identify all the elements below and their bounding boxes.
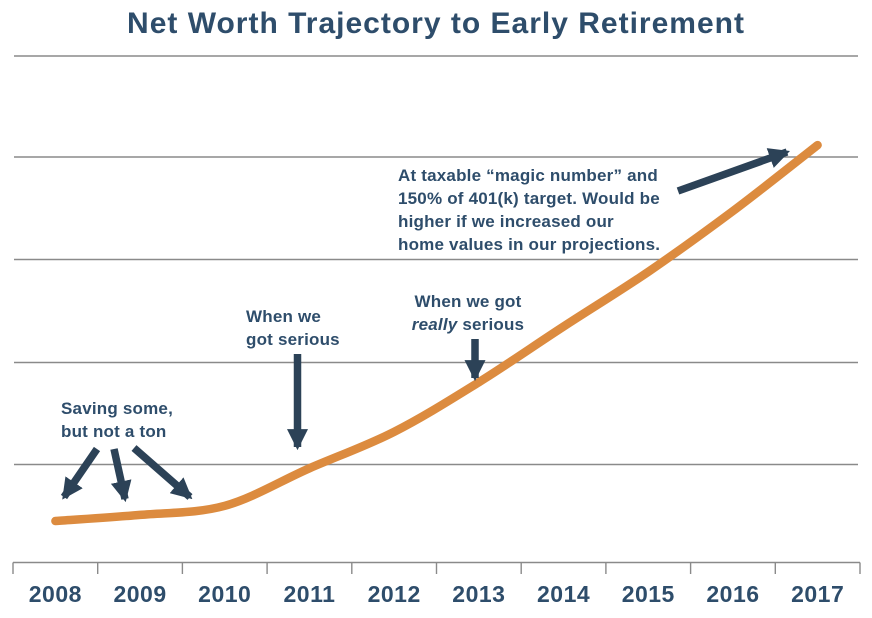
x-axis-label: 2016 <box>706 581 760 607</box>
x-axis-label: 2008 <box>28 581 82 607</box>
arrow-saving-1 <box>60 446 101 500</box>
chart-title: Net Worth Trajectory to Early Retirement <box>127 7 745 40</box>
x-axis-label: 2011 <box>283 581 336 607</box>
net-worth-curve <box>51 140 822 526</box>
arrow-saving-3 <box>131 445 193 500</box>
x-axis-labels: 2008 2009 2010 2011 2012 2013 2014 2015 2016 2017 <box>13 581 860 608</box>
annotation-arrows <box>60 148 790 503</box>
x-axis-label: 2010 <box>198 581 252 607</box>
gridlines <box>14 55 858 466</box>
x-axis-label: 2009 <box>113 581 167 607</box>
x-axis <box>12 561 861 574</box>
arrow-magic-number <box>676 148 790 195</box>
x-axis-label: 2014 <box>536 581 591 607</box>
x-axis-label: 2013 <box>452 581 506 607</box>
x-axis-label: 2015 <box>621 581 675 607</box>
x-axis-label: 2012 <box>367 581 421 607</box>
arrow-saving-2 <box>110 448 132 503</box>
x-axis-label: 2017 <box>791 581 845 607</box>
